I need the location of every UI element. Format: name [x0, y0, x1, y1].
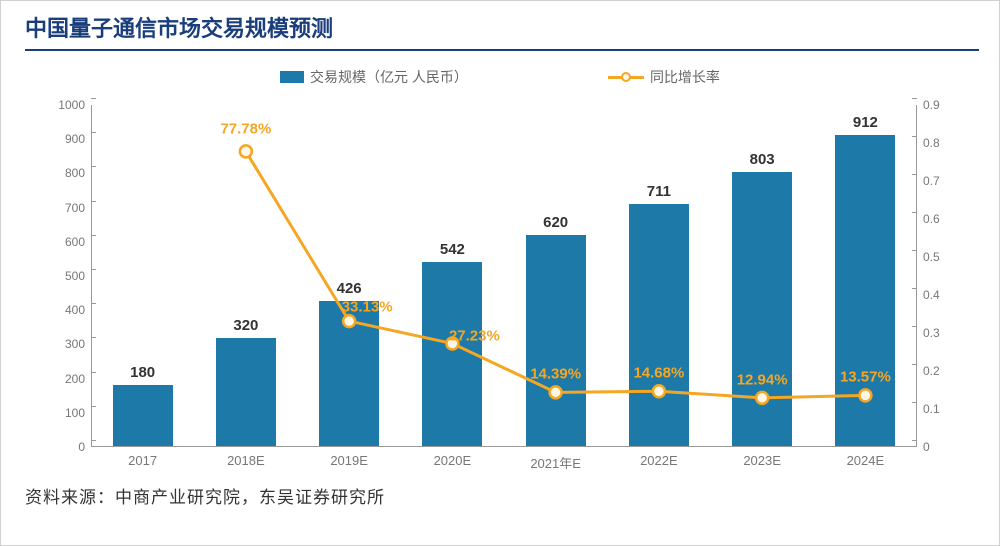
- growth-polyline: [246, 151, 866, 397]
- growth-value-label: 14.68%: [633, 365, 684, 382]
- y-right-tick: 0.6: [917, 212, 959, 226]
- plot-area: 180320426542620711803912 77.78%33.13%27.…: [91, 105, 917, 447]
- x-axis-label: 2017: [91, 447, 194, 475]
- x-axis: 20172018E2019E2020E2021年E2022E2023E2024E: [91, 447, 917, 475]
- growth-marker: [653, 385, 665, 397]
- growth-value-label: 33.13%: [342, 299, 393, 316]
- y-left-tick: 300: [49, 337, 91, 351]
- y-right-tick: 0.3: [917, 326, 959, 340]
- y-left-tick: 900: [49, 132, 91, 146]
- page-title: 中国量子通信市场交易规模预测: [1, 1, 999, 49]
- x-axis-label: 2019E: [298, 447, 401, 475]
- y-left-tick: 700: [49, 201, 91, 215]
- y-right-tick: 0.4: [917, 288, 959, 302]
- growth-value-label: 13.57%: [840, 369, 891, 386]
- source-text: 资料来源：中商产业研究院，东吴证券研究所: [1, 475, 999, 508]
- legend-bar-label: 交易规模（亿元 人民币）: [310, 67, 468, 87]
- growth-marker: [343, 315, 355, 327]
- legend-bar: 交易规模（亿元 人民币）: [280, 67, 468, 87]
- x-axis-label: 2023E: [711, 447, 814, 475]
- x-axis-label: 2022E: [607, 447, 710, 475]
- growth-marker: [756, 392, 768, 404]
- growth-value-label: 77.78%: [220, 121, 271, 138]
- x-axis-label: 2021年E: [504, 447, 607, 475]
- x-axis-label: 2020E: [401, 447, 504, 475]
- y-left-tick: 800: [49, 166, 91, 180]
- y-left-tick: 200: [49, 372, 91, 386]
- growth-value-label: 14.39%: [530, 366, 581, 383]
- y-right-tick: 0: [917, 440, 959, 454]
- growth-value-label: 27.23%: [449, 327, 500, 344]
- legend-bar-swatch: [280, 71, 304, 83]
- y-left-tick: 100: [49, 406, 91, 420]
- y-left-tick: 500: [49, 269, 91, 283]
- growth-marker: [859, 389, 871, 401]
- y-right-tick: 0.5: [917, 250, 959, 264]
- y-right-tick: 0.7: [917, 174, 959, 188]
- legend-line: 同比增长率: [608, 67, 720, 87]
- legend-line-swatch: [608, 70, 644, 84]
- legend: 交易规模（亿元 人民币） 同比增长率: [1, 51, 999, 95]
- y-left-tick: 1000: [49, 98, 91, 112]
- y-right-tick: 0.2: [917, 364, 959, 378]
- x-axis-label: 2024E: [814, 447, 917, 475]
- y-right-tick: 0.9: [917, 98, 959, 112]
- growth-line: [91, 105, 917, 447]
- y-axis-left: 01002003004005006007008009001000: [49, 105, 91, 447]
- x-axis-label: 2018E: [194, 447, 297, 475]
- y-left-tick: 0: [49, 440, 91, 454]
- legend-line-label: 同比增长率: [650, 67, 720, 87]
- y-left-tick: 400: [49, 303, 91, 317]
- chart: 0 100 200 300 400 500 600 700 800 900 1000 0 0.1 0.2…: [49, 95, 959, 475]
- y-right-tick: 0.1: [917, 402, 959, 416]
- y-axis-right: 00.10.20.30.40.50.60.70.80.9: [917, 105, 959, 447]
- growth-marker: [550, 386, 562, 398]
- y-left-tick: 600: [49, 235, 91, 249]
- growth-value-label: 12.94%: [737, 371, 788, 388]
- growth-marker: [240, 145, 252, 157]
- y-right-tick: 0.8: [917, 136, 959, 150]
